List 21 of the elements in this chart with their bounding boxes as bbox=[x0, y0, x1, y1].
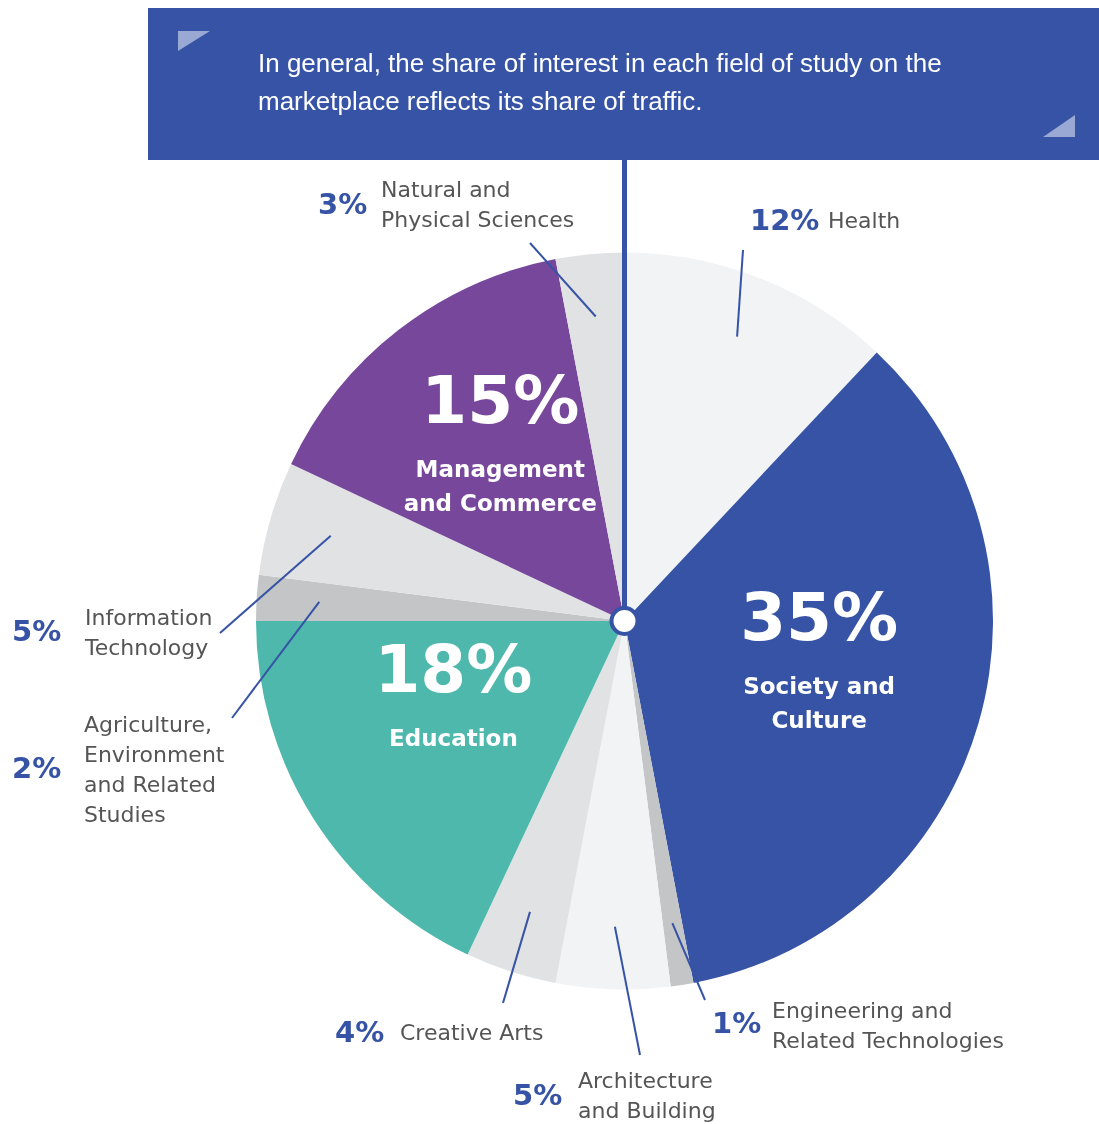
data-label: 15% bbox=[421, 362, 580, 439]
slice-label: Information Technology bbox=[84, 604, 213, 660]
data-label: 4% bbox=[335, 1014, 385, 1049]
slice-label: Education bbox=[388, 724, 518, 751]
data-label: 12% bbox=[750, 202, 820, 237]
chart-title: In general, the share of interest in each field of study on the marketplace reflects its share of traffic. bbox=[258, 47, 943, 118]
slice-label: Agriculture, Environment and Related Studies bbox=[84, 711, 225, 827]
slice-label: Health bbox=[828, 207, 901, 233]
data-label: 2% bbox=[12, 750, 62, 785]
slice-label: Management and Commerce bbox=[403, 455, 597, 516]
data-label: 18% bbox=[374, 630, 533, 708]
slice-label: Engineering and Related Technologies bbox=[772, 997, 1004, 1053]
data-label: 5% bbox=[12, 613, 62, 648]
slice-label: Architecture and Building bbox=[578, 1067, 716, 1123]
data-label: 3% bbox=[318, 186, 368, 221]
data-label: 5% bbox=[513, 1077, 563, 1112]
slice-label: Natural and Physical Sciences bbox=[381, 176, 575, 232]
slice-label: Creative Arts bbox=[400, 1019, 544, 1045]
slice-label: Society and Culture bbox=[743, 672, 896, 733]
data-label: 1% bbox=[712, 1005, 762, 1040]
data-label: 35% bbox=[740, 578, 899, 656]
